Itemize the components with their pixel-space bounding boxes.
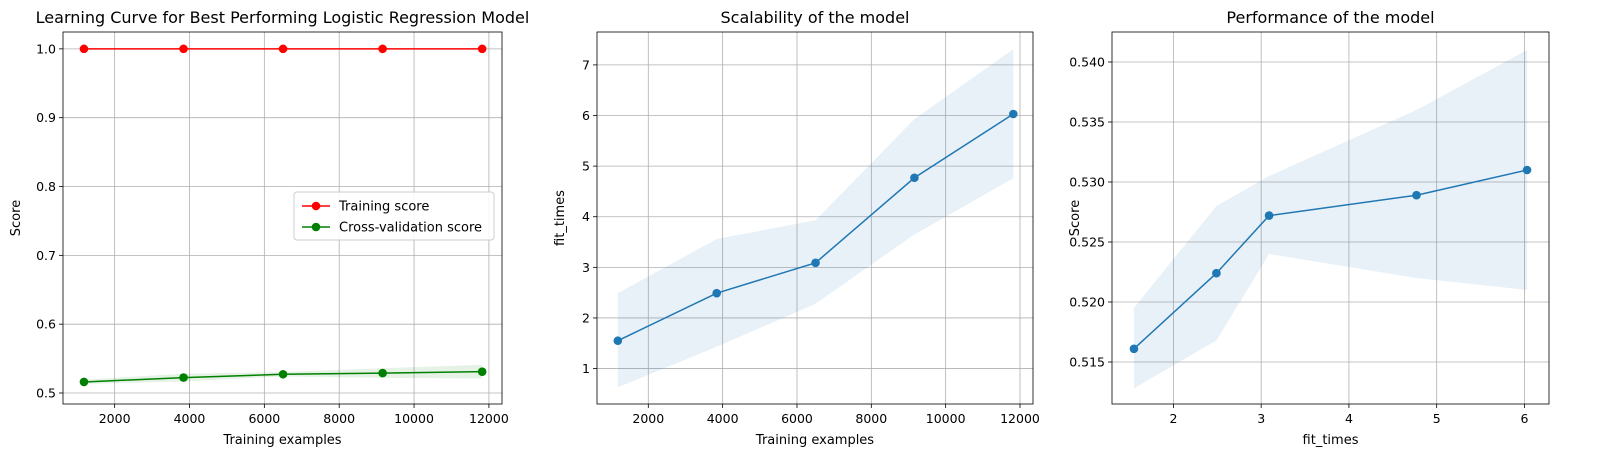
- data-point: [811, 258, 820, 268]
- x-tick-label: 5: [1433, 411, 1441, 426]
- y-tick-label: 4: [582, 209, 590, 224]
- data-point: [378, 368, 387, 378]
- data-point: [712, 288, 721, 298]
- y-axis-label: fit_times: [553, 190, 568, 246]
- y-tick-label: 5: [582, 159, 590, 174]
- x-axis-label: Training examples: [755, 433, 874, 448]
- x-axis-label: Training examples: [222, 433, 341, 448]
- data-point: [613, 336, 623, 346]
- x-tick-label: 2000: [632, 411, 664, 426]
- y-tick-label: 0.540: [1069, 55, 1105, 70]
- x-tick-label: 10000: [926, 411, 966, 426]
- x-axis-label: fit_times: [1303, 433, 1359, 448]
- data-point: [179, 44, 188, 54]
- x-tick-label: 12000: [1000, 411, 1040, 426]
- y-tick-label: 7: [582, 57, 590, 72]
- y-tick-label: 0.7: [36, 248, 56, 263]
- legend-marker: [311, 222, 321, 232]
- legend-box: [293, 191, 495, 241]
- y-tick-label: 2: [582, 310, 590, 325]
- legend: Training score Cross-validation score: [293, 191, 495, 241]
- x-tick-label: 6000: [248, 411, 280, 426]
- data-point: [1009, 109, 1018, 119]
- data-point: [378, 44, 387, 54]
- data-point: [278, 44, 288, 54]
- x-tick-label: 4000: [707, 411, 739, 426]
- confidence-band: [1133, 50, 1528, 389]
- x-tick-label: 2: [1169, 411, 1177, 426]
- data-point: [1264, 211, 1274, 220]
- x-tick-label: 10000: [394, 411, 434, 426]
- x-tick-label: 12000: [469, 411, 509, 426]
- y-tick-label: 3: [582, 260, 590, 275]
- chart-2: 2000 4000 6000 8000 10000 12000 1 2 3 4 5 6 7 Scalabi…: [553, 8, 1040, 448]
- y-tick-label: 0.520: [1069, 295, 1105, 310]
- data-point: [477, 44, 487, 54]
- x-tick-label: 2000: [99, 411, 131, 426]
- chart-title: Learning Curve for Best Performing Logis…: [36, 8, 530, 27]
- chart-title: Performance of the model: [1226, 8, 1434, 27]
- data-point: [79, 44, 89, 54]
- axes-frame: [62, 31, 503, 405]
- data-point: [278, 369, 288, 379]
- y-tick-label: 1: [582, 361, 590, 376]
- x-tick-label: 3: [1257, 411, 1265, 426]
- y-tick-label: 0.6: [36, 317, 56, 332]
- data-point: [477, 367, 487, 376]
- data-point: [79, 377, 89, 387]
- y-axis-label: Score: [1068, 200, 1083, 236]
- y-tick-label: 0.530: [1069, 175, 1105, 190]
- confidence-band: [617, 49, 1014, 388]
- data-point: [1212, 268, 1221, 278]
- chart-1: 2000 4000 6000 8000 10000 12000 0.5 0.6 0.7 0.8 0.…: [9, 8, 529, 448]
- data-point: [910, 173, 919, 183]
- legend-label: Cross-validation score: [339, 221, 482, 236]
- axes-frame: [1111, 31, 1550, 405]
- data-point: [1522, 165, 1532, 175]
- y-tick-label: 0.525: [1069, 235, 1105, 250]
- x-tick-label: 4000: [174, 411, 206, 426]
- y-tick-label: 6: [582, 108, 590, 123]
- y-tick-label: 1.0: [36, 41, 56, 56]
- axes-frame: [596, 31, 1034, 405]
- y-tick-label: 0.515: [1069, 355, 1105, 370]
- x-tick-label: 8000: [855, 411, 887, 426]
- y-axis-label: Score: [9, 200, 24, 236]
- chart-title: Scalability of the model: [721, 8, 910, 27]
- y-tick-label: 0.8: [36, 179, 56, 194]
- x-tick-label: 4: [1345, 411, 1353, 426]
- legend-marker: [311, 201, 321, 211]
- legend-label: Training score: [338, 200, 429, 215]
- y-tick-label: 0.9: [36, 110, 56, 125]
- data-point: [1412, 190, 1421, 200]
- x-tick-label: 6000: [781, 411, 813, 426]
- chart-3: 2 3 4 5 6 0.515 0.520 0.525 0.530 0.535 0.540 Perfo…: [1068, 8, 1550, 448]
- x-tick-label: 8000: [323, 411, 355, 426]
- data-point: [179, 373, 188, 382]
- data-point: [1129, 344, 1139, 354]
- y-tick-label: 0.5: [36, 385, 56, 400]
- x-tick-label: 6: [1520, 411, 1528, 426]
- y-tick-label: 0.535: [1069, 115, 1105, 130]
